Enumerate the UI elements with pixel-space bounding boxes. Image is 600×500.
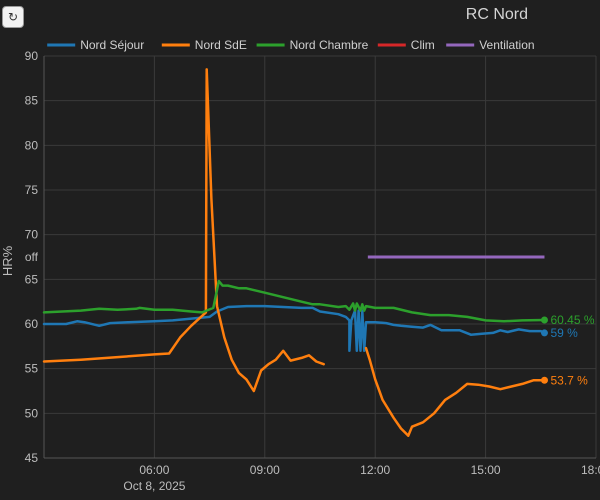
y-tick-label-off: off <box>25 250 39 264</box>
x-tick-label: 12:00 <box>360 463 390 477</box>
y-axis-title: HR% <box>0 245 15 276</box>
series-line-nord-chambre <box>42 279 546 323</box>
y-tick-label: 80 <box>25 138 39 152</box>
legend-label: Nord Séjour <box>80 38 144 52</box>
y-tick-label: 70 <box>25 228 39 242</box>
refresh-button[interactable]: ↻ <box>2 6 24 28</box>
legend-label: Ventilation <box>479 38 534 52</box>
x-tick-label: 15:00 <box>471 463 501 477</box>
chart-title: RC Nord <box>465 6 528 23</box>
series-end-marker <box>540 329 548 337</box>
series-end-marker <box>540 316 548 324</box>
y-tick-label: 65 <box>25 272 39 286</box>
y-tick-label: 55 <box>25 362 39 376</box>
series-line-nord-sde <box>364 346 546 437</box>
y-tick-label: 60 <box>25 317 39 331</box>
legend-label: Nord Chambre <box>290 38 369 52</box>
refresh-icon: ↻ <box>7 10 19 24</box>
series-line-nord-sde <box>42 68 325 393</box>
x-tick-label: 18:00 <box>581 463 600 477</box>
series-end-label: 53.7 % <box>550 373 588 387</box>
x-tick-label: 09:00 <box>250 463 280 477</box>
x-tick-label: 06:00 <box>139 463 169 477</box>
y-tick-label: 85 <box>25 94 39 108</box>
series-end-label: 59 % <box>550 326 578 340</box>
y-tick-label: 75 <box>25 183 39 197</box>
y-tick-label: 90 <box>25 49 39 63</box>
x-tick-sublabel: Oct 8, 2025 <box>123 479 185 493</box>
y-tick-label: 50 <box>25 406 39 420</box>
series-line-nord-s-jour <box>42 304 546 353</box>
series-end-label: 60.45 % <box>550 313 594 327</box>
legend-label: Nord SdE <box>195 38 247 52</box>
series-end-marker <box>540 376 548 384</box>
legend-label: Clim <box>411 38 435 52</box>
y-tick-label: 45 <box>25 451 39 465</box>
